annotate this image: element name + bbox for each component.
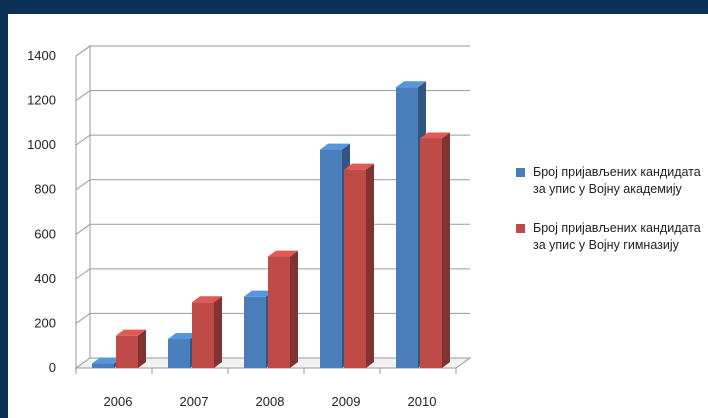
bar-top (244, 290, 274, 297)
legend-item-gymnasium: Број пријављених кандидата за упис у Вој… (516, 220, 706, 254)
y-tick-label: 400 (34, 271, 56, 286)
chart-side-wall (75, 45, 91, 369)
bar-top (320, 143, 350, 150)
bar-front (168, 339, 190, 368)
bar-side (290, 250, 298, 368)
bar-front (116, 335, 138, 368)
chart-panel: 0 200 400 600 800 1000 1200 1400 2006 2007 2008 20… (8, 14, 708, 418)
bar-top (116, 329, 146, 336)
bar-top (92, 357, 122, 364)
y-tick-label: 800 (34, 182, 56, 197)
bar-top (268, 250, 298, 257)
bar-top (344, 163, 374, 170)
bar-top (420, 132, 450, 139)
bar-gymnasium-2008 (268, 250, 298, 368)
bar-side (366, 163, 374, 368)
legend: Број пријављених кандидата за упис у Вој… (516, 164, 706, 276)
x-tick-label: 2010 (408, 394, 437, 409)
x-tick-label: 2007 (180, 394, 209, 409)
bar-side (138, 329, 146, 368)
bar-top (192, 296, 222, 303)
x-tick-label: 2009 (332, 394, 361, 409)
y-tick-label: 200 (34, 315, 56, 330)
bar-front (344, 169, 366, 368)
x-tick-label: 2008 (256, 394, 285, 409)
bar-gymnasium-2007 (192, 296, 222, 368)
legend-item-academy: Број пријављених кандидата за упис у Вој… (516, 164, 706, 198)
bar-front (320, 149, 342, 368)
y-tick-label: 0 (49, 360, 56, 375)
bar-front (268, 256, 290, 368)
legend-label-academy: Број пријављених кандидата за упис у Вој… (533, 165, 701, 196)
bar-side (214, 296, 222, 368)
legend-swatch-academy (516, 168, 525, 177)
x-axis-ticks: 2006 2007 2008 2009 2010 (75, 368, 457, 409)
y-tick-label: 1400 (27, 48, 56, 63)
x-tick-label: 2006 (104, 394, 133, 409)
gridline (75, 90, 470, 101)
bar-top (168, 333, 198, 340)
bar-front (396, 87, 418, 368)
bar-gymnasium-2010 (420, 132, 450, 368)
bar-front (244, 296, 266, 368)
y-tick-label: 1000 (27, 137, 56, 152)
y-axis-ticks: 0 200 400 600 800 1000 1200 1400 (27, 48, 56, 375)
legend-swatch-gymnasium (516, 224, 525, 233)
bar-front (420, 138, 442, 368)
bar-front (192, 302, 214, 368)
bar-front (92, 363, 114, 368)
gridline (75, 134, 470, 146)
bar-gymnasium-2009 (344, 163, 374, 368)
gridline (75, 45, 470, 57)
bar-gymnasium-2006 (116, 329, 146, 368)
bars (92, 81, 450, 368)
y-tick-label: 600 (34, 226, 56, 241)
bar-side (442, 132, 450, 368)
legend-label-gymnasium: Број пријављених кандидата за упис у Вој… (533, 221, 701, 252)
bar-top (396, 81, 426, 88)
y-tick-label: 1200 (27, 93, 56, 108)
